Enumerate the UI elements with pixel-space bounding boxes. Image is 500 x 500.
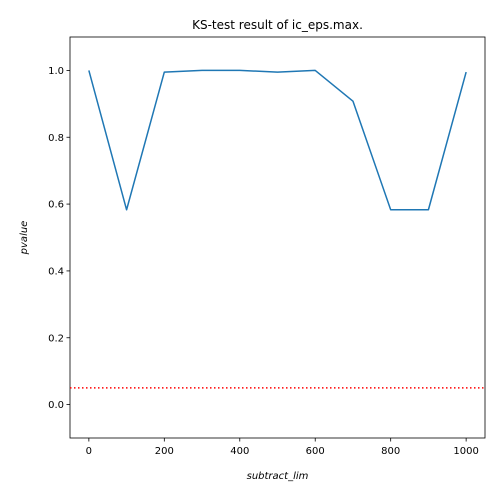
series-layer [88,69,467,211]
y-tick-label: 0.8 [48,133,64,144]
y-tick-label: 0.6 [48,200,64,211]
x-tick-label: 400 [230,446,249,457]
x-tick-label: 800 [381,446,400,457]
y-tick-label: 0.4 [48,266,64,277]
chart-title: KS-test result of ic_eps.max. [192,18,363,32]
x-axis-ticks: 0 200 400 600 800 1000 [86,438,479,457]
y-tick-label: 0.0 [48,400,64,411]
x-tick-label: 0 [86,446,92,457]
y-tick-label: 1.0 [48,66,64,77]
x-tick-label: 600 [306,446,325,457]
y-axis-label: pvalue [19,221,30,256]
x-tick-label: 200 [155,446,174,457]
y-tick-label: 0.2 [48,333,64,344]
plot-frame [69,36,486,439]
x-tick-label: 1000 [453,446,478,457]
y-axis-ticks: 0.0 0.2 0.4 0.6 0.8 1.0 [48,66,70,411]
pvalue-series-line [88,69,467,211]
x-axis-label: subtract_lim [247,471,309,482]
